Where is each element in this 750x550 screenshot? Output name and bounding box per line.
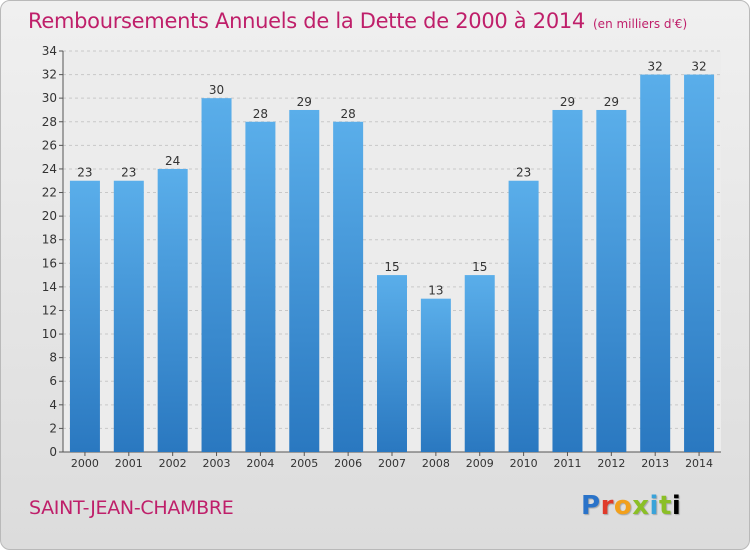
x-tick-label: 2000 [71,457,99,470]
bar-value-label: 29 [604,95,619,109]
bar [69,180,100,452]
bar-value-label: 32 [691,60,706,74]
bar [508,180,539,452]
bar [201,98,232,453]
logo-letter: t [658,491,672,521]
y-tick-label: 28 [42,115,57,129]
bar-value-label: 28 [340,107,355,121]
logo-letter: i [649,491,659,521]
x-tick-label: 2010 [510,457,538,470]
bar [113,180,144,452]
commune-name: SAINT-JEAN-CHAMBRE [29,497,234,519]
y-tick-label: 14 [42,280,57,294]
y-tick-label: 18 [42,233,57,247]
y-tick-label: 30 [42,91,57,105]
y-tick-label: 24 [42,162,57,176]
title-main: Remboursements Annuels de la Dette de 20… [28,9,585,33]
x-tick-label: 2001 [115,457,143,470]
bar [464,275,495,452]
logo-letter: o [613,491,633,521]
x-tick-label: 2014 [685,457,713,470]
bar-value-label: 24 [165,154,180,168]
logo-letter: i [671,491,682,521]
x-tick-label: 2012 [597,457,625,470]
y-tick-label: 8 [49,351,57,365]
bar [552,109,583,453]
bar [420,298,451,452]
title-unit: (en milliers d'€) [593,17,688,31]
x-tick-label: 2008 [422,457,450,470]
bar [684,74,715,453]
bar-value-label: 28 [253,107,268,121]
y-tick-label: 4 [49,398,57,412]
y-tick-label: 0 [49,445,57,459]
bar-value-label: 23 [77,166,92,180]
y-tick-label: 12 [42,303,57,317]
y-tick-label: 34 [42,44,57,58]
x-tick-label: 2007 [378,457,406,470]
bar-value-label: 23 [121,166,136,180]
bar [596,109,627,453]
x-tick-label: 2011 [553,457,581,470]
bar [640,74,671,453]
y-tick-label: 26 [42,138,57,152]
y-tick-label: 6 [49,374,57,388]
bar-value-label: 29 [560,95,575,109]
x-tick-label: 2006 [334,457,362,470]
proxiti-logo: Proxiti [581,491,681,521]
bar-value-label: 23 [516,166,531,180]
bar [333,121,364,452]
bar [289,109,320,453]
chart-title: Remboursements Annuels de la Dette de 20… [28,9,687,33]
x-tick-label: 2009 [466,457,494,470]
x-tick-label: 2002 [159,457,187,470]
x-tick-label: 2005 [290,457,318,470]
bar-value-label: 29 [297,95,312,109]
y-tick-label: 32 [42,68,57,82]
y-tick-label: 16 [42,256,57,270]
bar-value-label: 32 [648,60,663,74]
y-tick-label: 22 [42,186,57,200]
y-tick-label: 10 [42,327,57,341]
bar [245,121,276,452]
x-tick-label: 2003 [203,457,231,470]
bar-value-label: 15 [384,260,399,274]
logo-letter: r [600,491,614,521]
y-tick-label: 20 [42,209,57,223]
bar-value-label: 13 [428,284,443,298]
y-tick-label: 2 [49,421,57,435]
bar [157,168,188,453]
bar-value-label: 30 [209,83,224,97]
logo-letter: x [632,491,650,521]
bar [377,275,407,452]
x-tick-label: 2013 [641,457,669,470]
bar-value-label: 15 [472,260,487,274]
logo-letter: P [581,491,601,521]
x-tick-label: 2004 [246,457,274,470]
